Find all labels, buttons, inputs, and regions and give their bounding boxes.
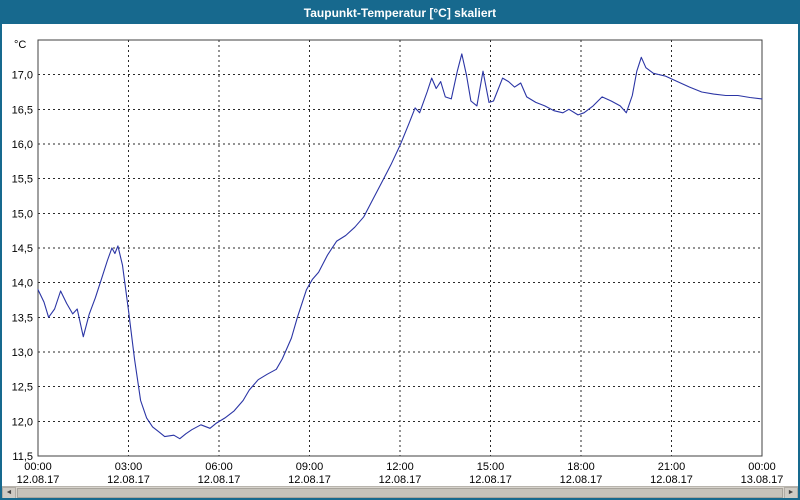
x-tick-date-label: 13.08.17	[741, 474, 784, 486]
x-tick-date-label: 12.08.17	[107, 474, 150, 486]
x-tick-date-label: 12.08.17	[379, 474, 422, 486]
y-tick-label: 15,5	[12, 174, 33, 186]
plot-border	[37, 39, 763, 457]
window-title: Taupunkt-Temperatur [°C] skaliert	[303, 6, 497, 20]
y-tick-label: 14,5	[12, 243, 33, 255]
y-tick-label: 12,5	[12, 382, 33, 394]
y-tick-label: 16,5	[12, 104, 33, 116]
chart-area: °C 17,0 16,5 16,0 15,5 15,0 14,5 14,0 13,5 13,0 12…	[2, 24, 798, 486]
scrollbar-thumb[interactable]	[17, 488, 783, 498]
x-tick-time-label: 15:00	[477, 461, 505, 473]
temperature-chart: °C 17,0 16,5 16,0 15,5 15,0 14,5 14,0 13,5 13,0 12…	[12, 39, 784, 486]
x-tick-time-label: 18:00	[567, 461, 595, 473]
x-tick-time-label: 06:00	[205, 461, 233, 473]
horizontal-scrollbar[interactable]: ◄ ►	[2, 486, 798, 498]
y-tick-label: 16,0	[12, 139, 33, 151]
x-tick-time-label: 09:00	[296, 461, 324, 473]
y-tick-label: 13,5	[12, 312, 33, 324]
title-bar: Taupunkt-Temperatur [°C] skaliert	[2, 2, 798, 24]
x-tick-time-label: 12:00	[386, 461, 414, 473]
x-tick-date-label: 12.08.17	[469, 474, 512, 486]
x-tick-date-label: 12.08.17	[650, 474, 693, 486]
y-tick-label: 17,0	[12, 70, 33, 82]
y-tick-label: 14,0	[12, 278, 33, 290]
x-tick-time-label: 21:00	[658, 461, 686, 473]
y-axis-unit: °C	[14, 39, 26, 51]
temperature-line	[37, 53, 763, 440]
x-tick-time-label: 03:00	[115, 461, 143, 473]
y-tick-label: 13,0	[12, 347, 33, 359]
x-tick-date-label: 12.08.17	[17, 474, 60, 486]
x-tick-date-label: 12.08.17	[560, 474, 603, 486]
scroll-left-icon[interactable]: ◄	[2, 487, 16, 498]
y-tick-label: 15,0	[12, 208, 33, 220]
x-tick-time-label: 00:00	[24, 461, 52, 473]
y-tick-label: 11,5	[12, 451, 33, 463]
y-tick-label: 12,0	[12, 416, 33, 428]
scroll-right-icon[interactable]: ►	[784, 487, 798, 498]
x-tick-date-label: 12.08.17	[198, 474, 241, 486]
x-tick-date-label: 12.08.17	[288, 474, 331, 486]
x-tick-time-label: 00:00	[748, 461, 776, 473]
